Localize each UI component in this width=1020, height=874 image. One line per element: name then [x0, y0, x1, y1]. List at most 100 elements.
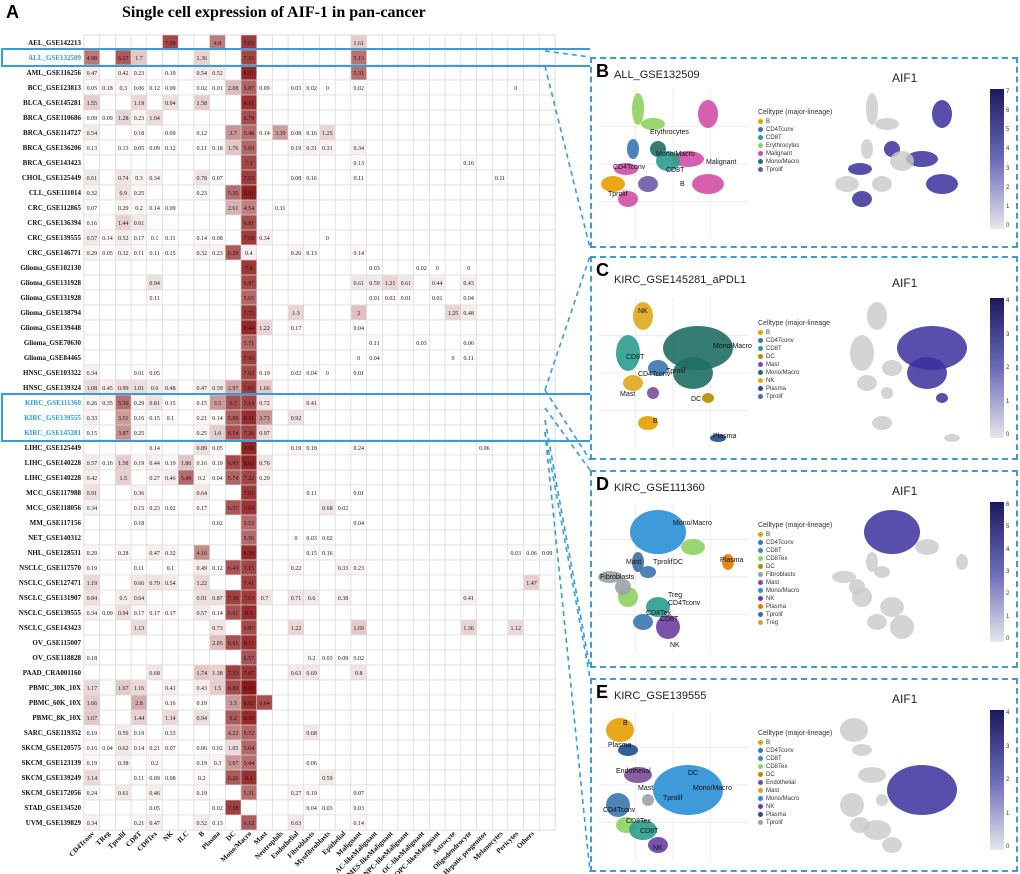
- legend-item: CD8Tex: [758, 763, 832, 771]
- legend-swatch: [758, 329, 763, 335]
- heatmap-cell-empty: [334, 259, 352, 276]
- heatmap-cell: [194, 245, 210, 260]
- heatmap-cell-empty: [350, 739, 367, 756]
- heatmap-cell-empty: [397, 454, 414, 471]
- heatmap-cell: [162, 35, 178, 50]
- heatmap-cell-empty: [539, 184, 556, 201]
- heatmap-cell-empty: [303, 814, 320, 831]
- heatmap-cell: [194, 545, 210, 560]
- heatmap-cell-empty: [460, 394, 477, 411]
- heatmap-value: 3.67: [228, 761, 239, 767]
- legend-label: Mono/Macro: [766, 588, 800, 594]
- legend-item: CD4Tconv: [758, 539, 832, 547]
- umap-cluster: [672, 151, 704, 167]
- heatmap-cell-empty: [382, 139, 399, 156]
- colorbar-tick: 4: [1006, 298, 1010, 304]
- expression-cluster: [936, 393, 948, 403]
- cluster-label: B: [653, 418, 658, 425]
- heatmap-cell-empty: [146, 529, 163, 546]
- heatmap-value: 6.29: [228, 251, 239, 257]
- heatmap-cell-empty: [209, 784, 226, 801]
- heatmap-cell-empty: [177, 244, 195, 261]
- heatmap-cell-empty: [177, 709, 195, 726]
- heatmap-value: 0.03: [291, 86, 302, 92]
- legend-item: CD8Tex: [758, 555, 832, 563]
- heatmap-cell-empty: [523, 634, 540, 651]
- legend-swatch: [758, 369, 763, 375]
- heatmap-cell: [162, 710, 178, 725]
- heatmap-cell-empty: [99, 469, 116, 486]
- heatmap-cell-empty: [491, 814, 509, 831]
- heatmap-cell-empty: [507, 469, 524, 486]
- heatmap-cell-empty: [209, 364, 226, 381]
- heatmap-cell-empty: [272, 244, 289, 261]
- heatmap-cell-empty: [460, 814, 477, 831]
- heatmap-cell-empty: [319, 709, 336, 726]
- heatmap-value: 0.61: [401, 281, 412, 287]
- heatmap-cell-empty: [413, 244, 430, 261]
- heatmap-cell-empty: [209, 184, 226, 201]
- heatmap-value: 0.62: [118, 746, 129, 752]
- heatmap-cell: [257, 470, 273, 485]
- heatmap-cell-empty: [177, 289, 195, 306]
- heatmap-cell: [225, 725, 241, 740]
- colorbar-tick: 7: [1006, 89, 1010, 95]
- heatmap-value: 7.65: [244, 386, 255, 392]
- heatmap-cell-empty: [507, 664, 524, 681]
- heatmap-cell-empty: [397, 439, 414, 456]
- heatmap-cell-empty: [460, 94, 477, 111]
- heatmap-value: 0.04: [463, 296, 474, 302]
- heatmap-cell: [382, 275, 398, 290]
- heatmap-cell-empty: [444, 334, 462, 351]
- heatmap-value: 5.56: [244, 536, 255, 542]
- legend-swatch: [758, 603, 763, 609]
- heatmap-cell-empty: [366, 814, 383, 831]
- heatmap-cell-empty: [523, 454, 540, 471]
- heatmap-value: 3.87: [118, 431, 129, 437]
- umap-celltype-plot: [598, 298, 748, 448]
- heatmap-value: 0.01: [354, 491, 365, 497]
- heatmap-cell-empty: [319, 784, 336, 801]
- heatmap-value: 0.52: [212, 71, 223, 77]
- heatmap-cell-empty: [476, 304, 493, 321]
- legend-swatch: [758, 118, 763, 124]
- heatmap-value: 0.13: [118, 146, 129, 152]
- heatmap-value: 0.14: [197, 236, 208, 242]
- heatmap-value: 1.66: [259, 386, 270, 392]
- heatmap-cell-empty: [397, 154, 414, 171]
- heatmap-cell-empty: [303, 94, 320, 111]
- heatmap-cell: [209, 380, 225, 395]
- heatmap-cell-empty: [539, 709, 556, 726]
- heatmap-cell: [241, 425, 257, 440]
- heatmap-cell-empty: [366, 109, 383, 126]
- heatmap-cell: [398, 290, 414, 305]
- heatmap-cell-empty: [272, 469, 289, 486]
- heatmap-cell-empty: [99, 529, 116, 546]
- heatmap-cell-empty: [507, 289, 524, 306]
- heatmap-cell-empty: [397, 469, 414, 486]
- heatmap-cell-empty: [287, 349, 305, 366]
- heatmap-value: 7.14: [244, 401, 255, 407]
- heatmap-cell-empty: [319, 694, 336, 711]
- heatmap-value: 0.18: [87, 656, 98, 662]
- row-label: SKCM_GSE139249: [21, 774, 81, 782]
- heatmap-cell-empty: [523, 304, 540, 321]
- heatmap-cell: [288, 140, 304, 155]
- heatmap-cell: [131, 395, 147, 410]
- heatmap-cell: [194, 575, 210, 590]
- heatmap-value: 8.38: [244, 551, 255, 557]
- heatmap-value: 0.04: [369, 356, 380, 362]
- heatmap-value: 4.22: [228, 731, 239, 737]
- heatmap-value: 6.12: [244, 821, 255, 827]
- heatmap-value: 0.54: [165, 581, 176, 587]
- heatmap-cell: [241, 620, 257, 635]
- heatmap-cell-empty: [146, 514, 163, 531]
- heatmap-cell-empty: [99, 814, 116, 831]
- cluster-label: DC: [688, 770, 699, 777]
- heatmap-cell-empty: [256, 304, 273, 321]
- heatmap-cell-empty: [444, 424, 462, 441]
- heatmap-cell-empty: [162, 274, 179, 291]
- heatmap-value: 0.61: [134, 221, 145, 227]
- heatmap-cell-empty: [115, 259, 132, 276]
